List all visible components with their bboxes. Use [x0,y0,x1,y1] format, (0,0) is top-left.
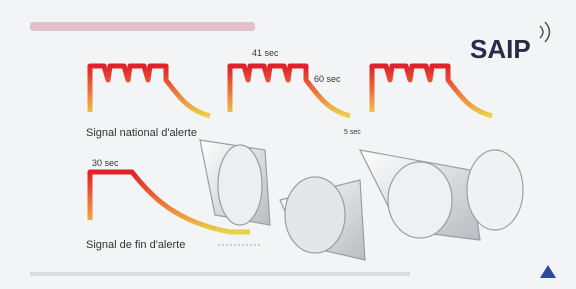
logo: SAIP [470,34,531,64]
signal-label: Signal national d'alerte [86,127,197,139]
header-bar [30,22,255,31]
annotation: 5 sec [344,129,361,136]
signal-label: Signal de fin d'alerte [86,239,185,251]
annotation: 30 sec [92,158,119,168]
annotation: 60 sec [314,74,341,84]
footer-bar [30,272,410,276]
slide: Signal national d'alerte 41 sec 60 sec 5… [0,0,576,289]
annotation: 41 sec [252,48,279,58]
